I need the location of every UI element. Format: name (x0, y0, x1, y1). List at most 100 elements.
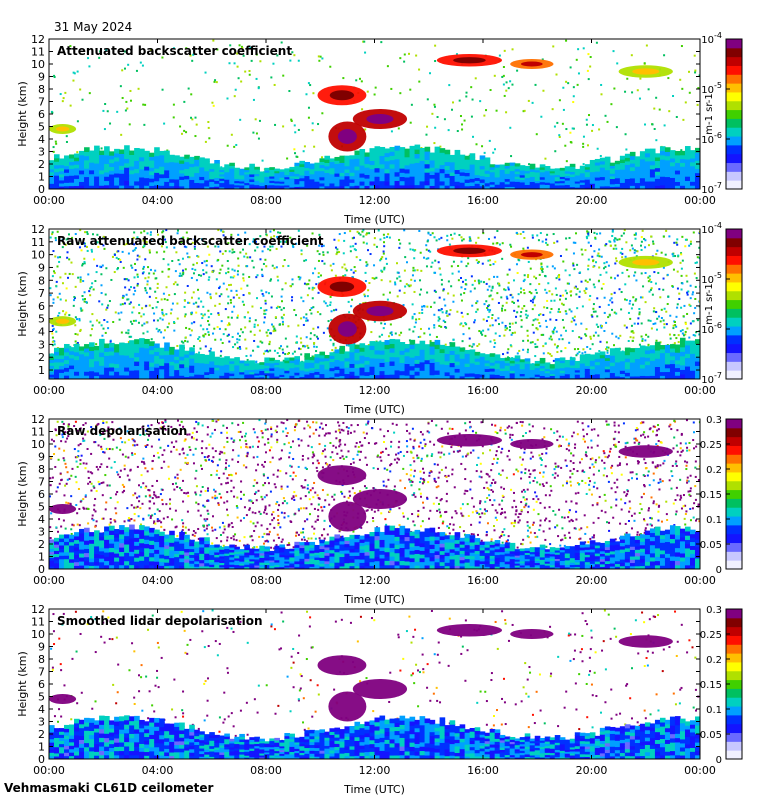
x-axis-label: Time (UTC) (343, 783, 405, 796)
x-tick-label: 08:00 (250, 194, 282, 207)
colorbar-segment (726, 317, 742, 327)
colorbar-segment (726, 299, 742, 309)
heatmap-field (49, 39, 700, 189)
y-tick-label: 7 (38, 476, 45, 489)
colorbar-segment (726, 741, 742, 751)
heatmap-field (49, 229, 700, 379)
colorbar-segment (726, 463, 742, 473)
panel-2 (48, 228, 743, 380)
colorbar-segment (726, 427, 742, 438)
y-tick-label: 2 (38, 351, 45, 364)
y-tick-label: 12 (31, 603, 45, 616)
colorbar-tick-label: 10-7 (701, 181, 722, 196)
colorbar-segment (726, 118, 742, 128)
colorbar-tick-label: 0.2 (706, 465, 722, 476)
x-axis-label: Time (UTC) (343, 213, 405, 226)
y-axis-label: Height (km) (16, 271, 29, 337)
colorbar-segment (726, 688, 742, 698)
colorbar-segment (726, 551, 742, 561)
colorbar-segment (726, 542, 742, 552)
colorbar-segment (726, 697, 742, 707)
colorbar-frame (725, 228, 743, 380)
colorbar-segment (726, 109, 742, 119)
colorbar-tick-label: 0.2 (706, 655, 722, 666)
panel-title: Attenuated backscatter coefficient (57, 44, 292, 58)
panel-title: Raw depolarisation (57, 424, 187, 438)
colorbar-segment (726, 617, 742, 628)
y-tick-label: 3 (38, 338, 45, 351)
cloud-core (520, 252, 543, 258)
cloud-feature (618, 635, 673, 648)
y-tick-label: 10 (31, 249, 45, 262)
colorbar-segment (726, 498, 742, 508)
x-tick-label: 12:00 (359, 194, 391, 207)
colorbar-tick-label: 10-4 (701, 221, 722, 236)
cloud-core (55, 126, 70, 132)
colorbar-tick-label: 0.05 (700, 540, 722, 551)
panel-4 (48, 608, 743, 760)
date-label: 31 May 2024 (54, 20, 133, 34)
cloud-core (520, 61, 543, 67)
colorbar-segment (726, 480, 742, 491)
colorbar-unit: m-1 sr-1 (704, 283, 715, 325)
y-tick-label: 12 (31, 413, 45, 426)
colorbar-segment (726, 229, 742, 239)
cloud-core (366, 305, 394, 317)
y-tick-label: 7 (38, 96, 45, 109)
cloud-core (632, 259, 660, 266)
colorbar-tick-label: 0 (716, 565, 722, 576)
cloud-core (366, 114, 394, 124)
colorbar-tick-label: 0.1 (706, 705, 722, 716)
cloud-feature (510, 629, 554, 639)
colorbar-segment (726, 635, 742, 645)
colorbar-segment (726, 264, 742, 274)
colorbar-segment (726, 39, 742, 49)
colorbar-unit: m-1 sr-1 (704, 93, 715, 135)
x-tick-label: 00:00 (684, 384, 716, 397)
colorbar-segment (726, 560, 742, 570)
y-tick-label: 5 (38, 691, 45, 704)
colorbar-segment (726, 162, 742, 172)
cloud-core (55, 318, 70, 324)
y-tick-label: 12 (31, 223, 45, 236)
colorbar-tick-label: 0.3 (706, 415, 722, 426)
cloud-feature (317, 655, 367, 676)
x-tick-label: 00:00 (33, 384, 65, 397)
x-tick-label: 20:00 (576, 764, 608, 777)
x-tick-label: 00:00 (684, 574, 716, 587)
y-tick-label: 1 (38, 171, 45, 184)
cloud-feature (436, 434, 502, 447)
colorbar-segment (726, 471, 742, 482)
x-tick-label: 00:00 (33, 574, 65, 587)
instrument-label: Vehmasmaki CL61D ceilometer (4, 781, 214, 795)
colorbar-segment (726, 56, 742, 66)
panel-title: Smoothed lidar depolarisation (57, 614, 263, 628)
colorbar-segment (726, 83, 742, 93)
colorbar-segment (726, 65, 742, 75)
cloud-feature (436, 624, 502, 637)
colorbar-tick-label: 0.25 (700, 440, 722, 451)
colorbar-segment (726, 153, 742, 164)
colorbar-tick-label: 0.15 (700, 680, 722, 691)
colorbar-segment (726, 47, 742, 58)
y-tick-label: 4 (38, 133, 45, 146)
x-tick-label: 08:00 (250, 574, 282, 587)
colorbar-segment (726, 732, 742, 742)
colorbar-segment (726, 74, 742, 84)
y-tick-label: 8 (38, 83, 45, 96)
x-axis-label: Time (UTC) (343, 593, 405, 606)
colorbar-segment (726, 445, 742, 455)
y-tick-label: 3 (38, 716, 45, 729)
x-tick-label: 00:00 (684, 764, 716, 777)
colorbar-segment (726, 246, 742, 256)
colorbar-segment (726, 714, 742, 725)
y-axis-label: Height (km) (16, 651, 29, 717)
y-tick-label: 9 (38, 71, 45, 84)
cloud-core (337, 321, 357, 337)
colorbar-tick-label: 0.15 (700, 490, 722, 501)
y-tick-label: 9 (38, 451, 45, 464)
y-tick-label: 10 (31, 628, 45, 641)
x-tick-label: 20:00 (576, 574, 608, 587)
x-tick-label: 04:00 (142, 384, 174, 397)
colorbar-segment (726, 352, 742, 362)
